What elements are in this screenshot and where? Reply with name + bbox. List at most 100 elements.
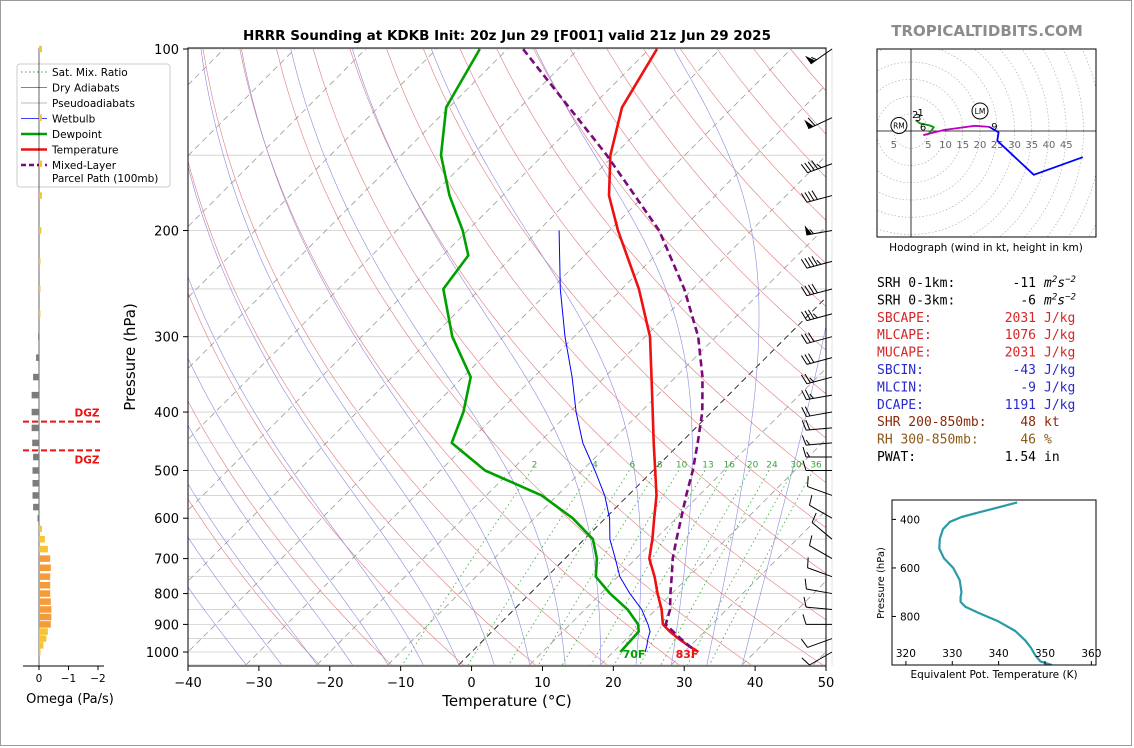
omega-bar [39, 535, 45, 543]
barb-staff [807, 638, 833, 648]
wind-barb [808, 494, 833, 519]
barb-feather [800, 355, 808, 365]
profile-temperature [607, 48, 700, 654]
barb-staff [806, 376, 833, 385]
barb-staff [809, 651, 833, 666]
wind-barb [800, 283, 833, 297]
barb-feather [804, 333, 811, 343]
moist-adiabat [431, 48, 642, 665]
y-tick-label: 900 [154, 618, 179, 633]
barb-staff [806, 288, 833, 297]
legend-box [16, 63, 171, 188]
storm-motion-label: RM [893, 121, 905, 130]
legend-label: Temperature [51, 145, 119, 157]
theta-e-ylabel: Pressure (hPa) [876, 547, 887, 619]
hodograph-height-label: 3 [915, 113, 921, 124]
omega-bar [39, 114, 42, 121]
dgz-label: DGZ [75, 454, 100, 466]
moist-adiabat [188, 483, 318, 665]
barb-feather [808, 494, 813, 506]
omega-bar [39, 621, 51, 628]
isotherm-line [245, 84, 826, 666]
temperature-ticks: −40 −30 −20 −10 0 10 20 30 40 50 [174, 666, 834, 691]
index-unit: J/kg [1044, 380, 1075, 395]
index-unit: J/kg [1044, 398, 1075, 413]
isotherm-line [188, 48, 366, 228]
x-tick-label: −40 [174, 676, 201, 691]
site-watermark: TROPICALTIDBITS.COM [891, 22, 1083, 40]
y-tick-label: 600 [154, 512, 179, 527]
barb-feather [808, 191, 815, 201]
omega-bar [32, 492, 39, 499]
x-tick-label: −10 [387, 676, 414, 691]
hodograph-ring-label: 5 [925, 140, 931, 151]
theta-e-x-tick-label: 340 [989, 648, 1009, 660]
unit-sup: −2 [1065, 275, 1076, 285]
barb-feather [811, 160, 819, 170]
index-unit: % [1044, 433, 1052, 448]
omega-bar [39, 285, 41, 293]
barb-staff [808, 117, 833, 130]
omega-bar [39, 227, 42, 234]
wind-barb [802, 460, 832, 471]
mixing-ratio-line [709, 470, 814, 665]
mixing-ratio-label: 6 [629, 460, 635, 470]
moist-adiabat [241, 48, 530, 665]
pressure-ticks: 100 200 300 400 500 600 700 800 900 1000 [146, 43, 188, 661]
moist-adiabat [188, 276, 424, 665]
hodograph-ring-label: 30 [1008, 140, 1021, 151]
barb-feather [807, 557, 809, 568]
dgz-label: DGZ [75, 408, 100, 420]
dry-adiabat [606, 48, 826, 308]
dry-adiabat [496, 48, 826, 439]
hodograph-panel: 5 10 15 20 25 30 35 40 45 5 2 136 9 RM LM Hodograph (w… [876, 48, 1097, 254]
barb-feather [808, 309, 815, 320]
unit-sup: 2 [1052, 275, 1057, 285]
omega-bar [31, 391, 39, 399]
barb-feather [801, 435, 807, 446]
hodograph-ring-label: 35 [1025, 140, 1038, 151]
barb-feather [808, 535, 813, 546]
barb-feather [800, 193, 808, 203]
profile-mixed-layer-parcel-path-100mb- [521, 48, 704, 649]
y-tick-label: 1000 [146, 646, 179, 661]
omega-bar [39, 648, 41, 656]
wind-barb [800, 190, 833, 203]
barb-feather [805, 419, 811, 431]
barb-feather [802, 446, 807, 458]
barb-feather [816, 163, 822, 169]
index-label: MUCAPE: [877, 346, 932, 361]
barb-feather [800, 258, 808, 269]
barb-feather [801, 657, 810, 666]
mixing-ratio-label: 30 [790, 460, 802, 470]
moist-adiabat [188, 424, 353, 665]
index-unit: J/kg [1044, 363, 1075, 378]
omega-bar [39, 635, 47, 642]
index-label: MLCIN: [877, 380, 924, 395]
index-label: SBCAPE: [877, 311, 932, 326]
hodograph-height-label: 6 [920, 123, 926, 134]
barb-feather [801, 390, 807, 400]
omega-bar [39, 613, 52, 621]
dry-adiabat [349, 48, 826, 621]
barb-feather [811, 512, 817, 523]
barb-feather [809, 229, 814, 235]
barb-feather [804, 354, 811, 364]
wind-barb [804, 578, 833, 595]
index-value: -43 [1013, 363, 1036, 378]
barb-feather [804, 389, 811, 400]
dry-adiabat [533, 48, 826, 395]
omega-bar [39, 598, 51, 605]
y-tick-label: 700 [154, 553, 179, 568]
hodograph-plot: 5 10 15 20 25 30 35 40 45 5 2 136 9 RM LM [877, 49, 1096, 237]
wind-barb [807, 476, 833, 496]
moist-adiabat [200, 48, 495, 665]
moist-adiabat [290, 48, 566, 665]
isotherm-line [0, 49, 11, 665]
storm-motion-label: LM [975, 107, 986, 116]
barb-feather [804, 162, 812, 172]
index-label: SRH 0-3km: [877, 293, 955, 308]
index-value: 46 [1020, 433, 1036, 448]
surface-labels: 70F 83F [623, 648, 699, 661]
barb-staff [806, 411, 833, 418]
